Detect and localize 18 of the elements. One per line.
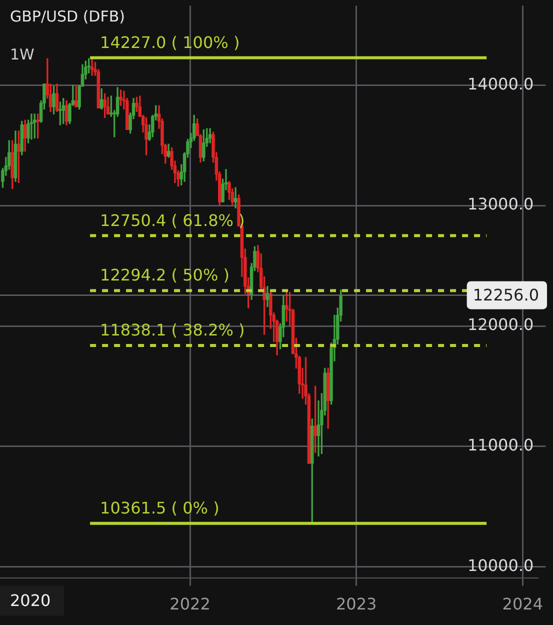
x-tick-label: 2024 — [502, 594, 543, 614]
ref-line-label: 12256.0 — [472, 285, 540, 304]
y-tick-label: 12000.0 — [468, 315, 534, 334]
ref-line-label: 12294.2 ( 50% ) — [100, 266, 230, 285]
ref-line-label: 14227.0 ( 100% ) — [100, 32, 240, 52]
text: 2020 — [10, 590, 51, 610]
y-tick-label: 11000.0 — [468, 436, 534, 455]
y-tick-label: 14000.0 — [468, 74, 534, 94]
chart-title: GBP/USD (DFB) — [10, 7, 126, 26]
candlestick — [234, 187, 238, 208]
x-tick-label: 2022 — [170, 594, 210, 614]
candlestick — [30, 114, 34, 140]
ref-line-label: 11838.1 ( 38.2% ) — [100, 320, 245, 340]
text: 1W — [10, 45, 35, 64]
ref-line-label: 10361.5 ( 0% ) — [100, 498, 220, 518]
x-tick-label: 2023 — [336, 594, 377, 614]
y-tick-label: 13000.0 — [468, 194, 534, 214]
y-tick-label: 10000.0 — [468, 556, 534, 576]
